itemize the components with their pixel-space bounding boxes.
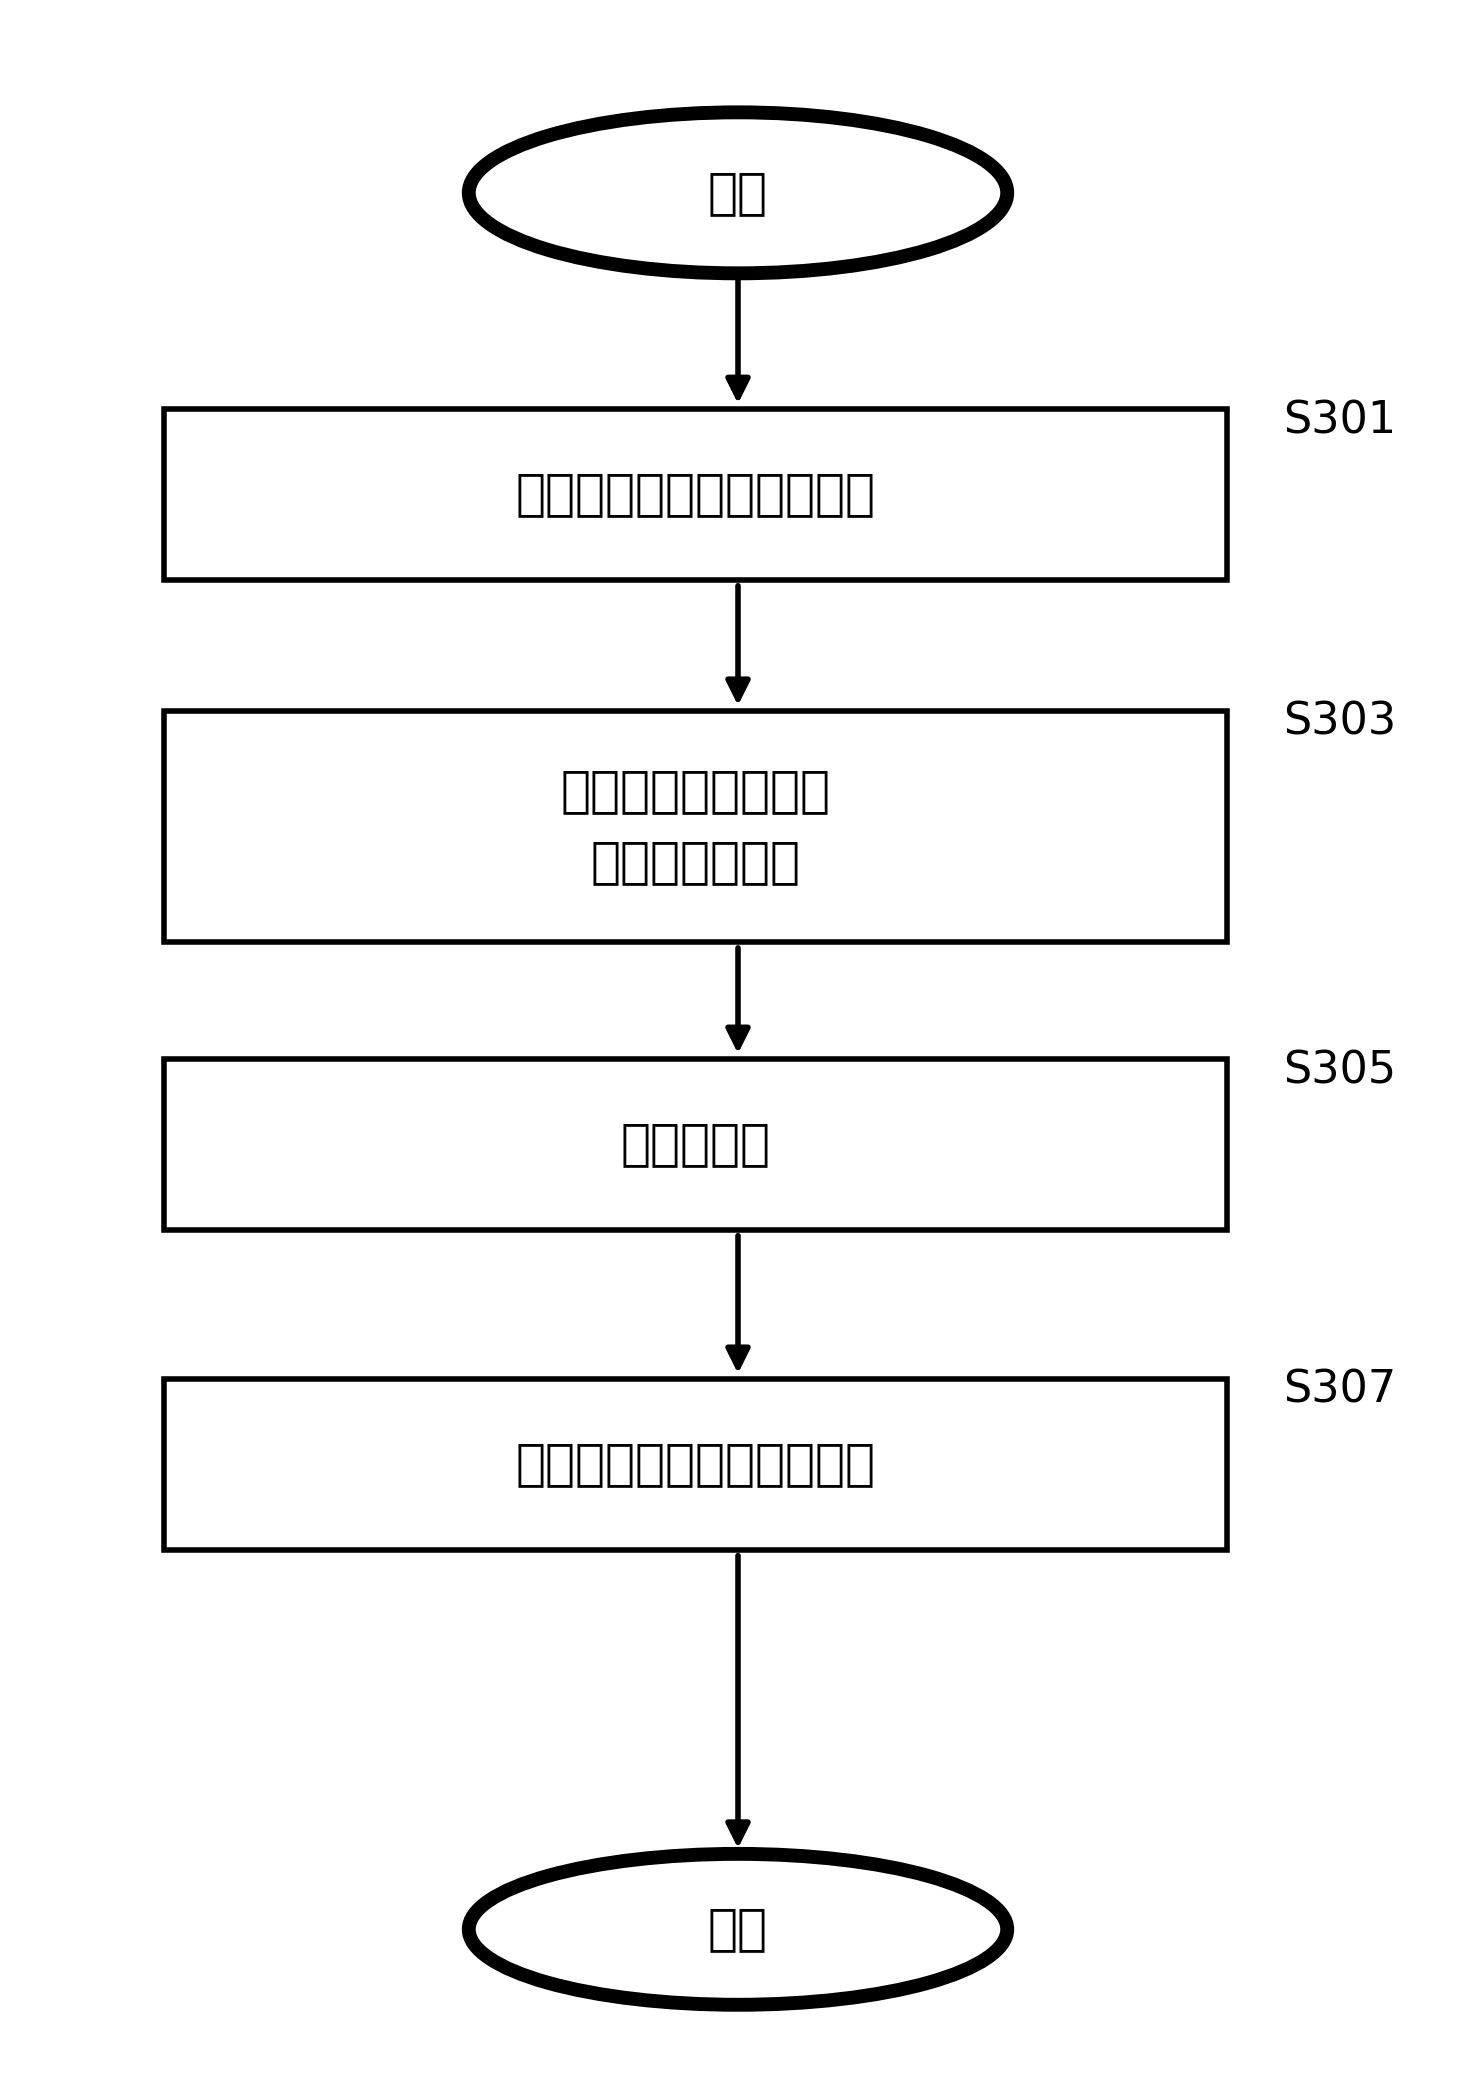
- Text: 结束: 结束: [708, 1905, 768, 1953]
- Bar: [164, 1379, 1227, 1551]
- Ellipse shape: [469, 1853, 1007, 2004]
- Ellipse shape: [469, 113, 1007, 272]
- Text: S305: S305: [1284, 1048, 1396, 1092]
- Text: S303: S303: [1284, 700, 1396, 744]
- Bar: [164, 711, 1227, 943]
- Text: S307: S307: [1284, 1369, 1396, 1413]
- Text: 在催化剂薄膜上形成石墨烯: 在催化剂薄膜上形成石墨烯: [515, 472, 875, 518]
- Bar: [164, 1058, 1227, 1230]
- Text: 开始: 开始: [708, 170, 768, 216]
- Text: S301: S301: [1284, 398, 1396, 442]
- Text: 激发等离子: 激发等离子: [620, 1121, 770, 1170]
- Text: 离子束将掘杂剂植入石墨烯: 离子束将掘杂剂植入石墨烯: [515, 1440, 875, 1488]
- Text: 将薄膜和石墨烯暴露
在掘杂剂气体中: 将薄膜和石墨烯暴露 在掘杂剂气体中: [561, 767, 831, 887]
- Bar: [164, 409, 1227, 581]
